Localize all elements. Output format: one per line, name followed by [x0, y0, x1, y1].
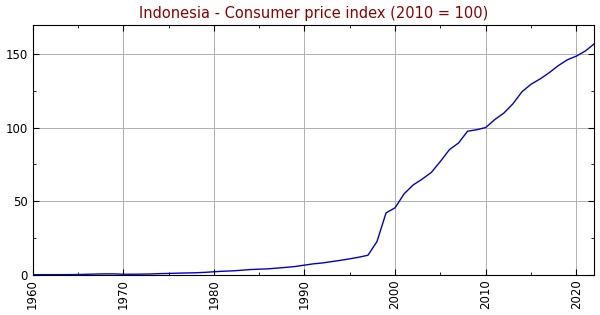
Title: Indonesia - Consumer price index (2010 = 100): Indonesia - Consumer price index (2010 =…: [139, 6, 488, 20]
